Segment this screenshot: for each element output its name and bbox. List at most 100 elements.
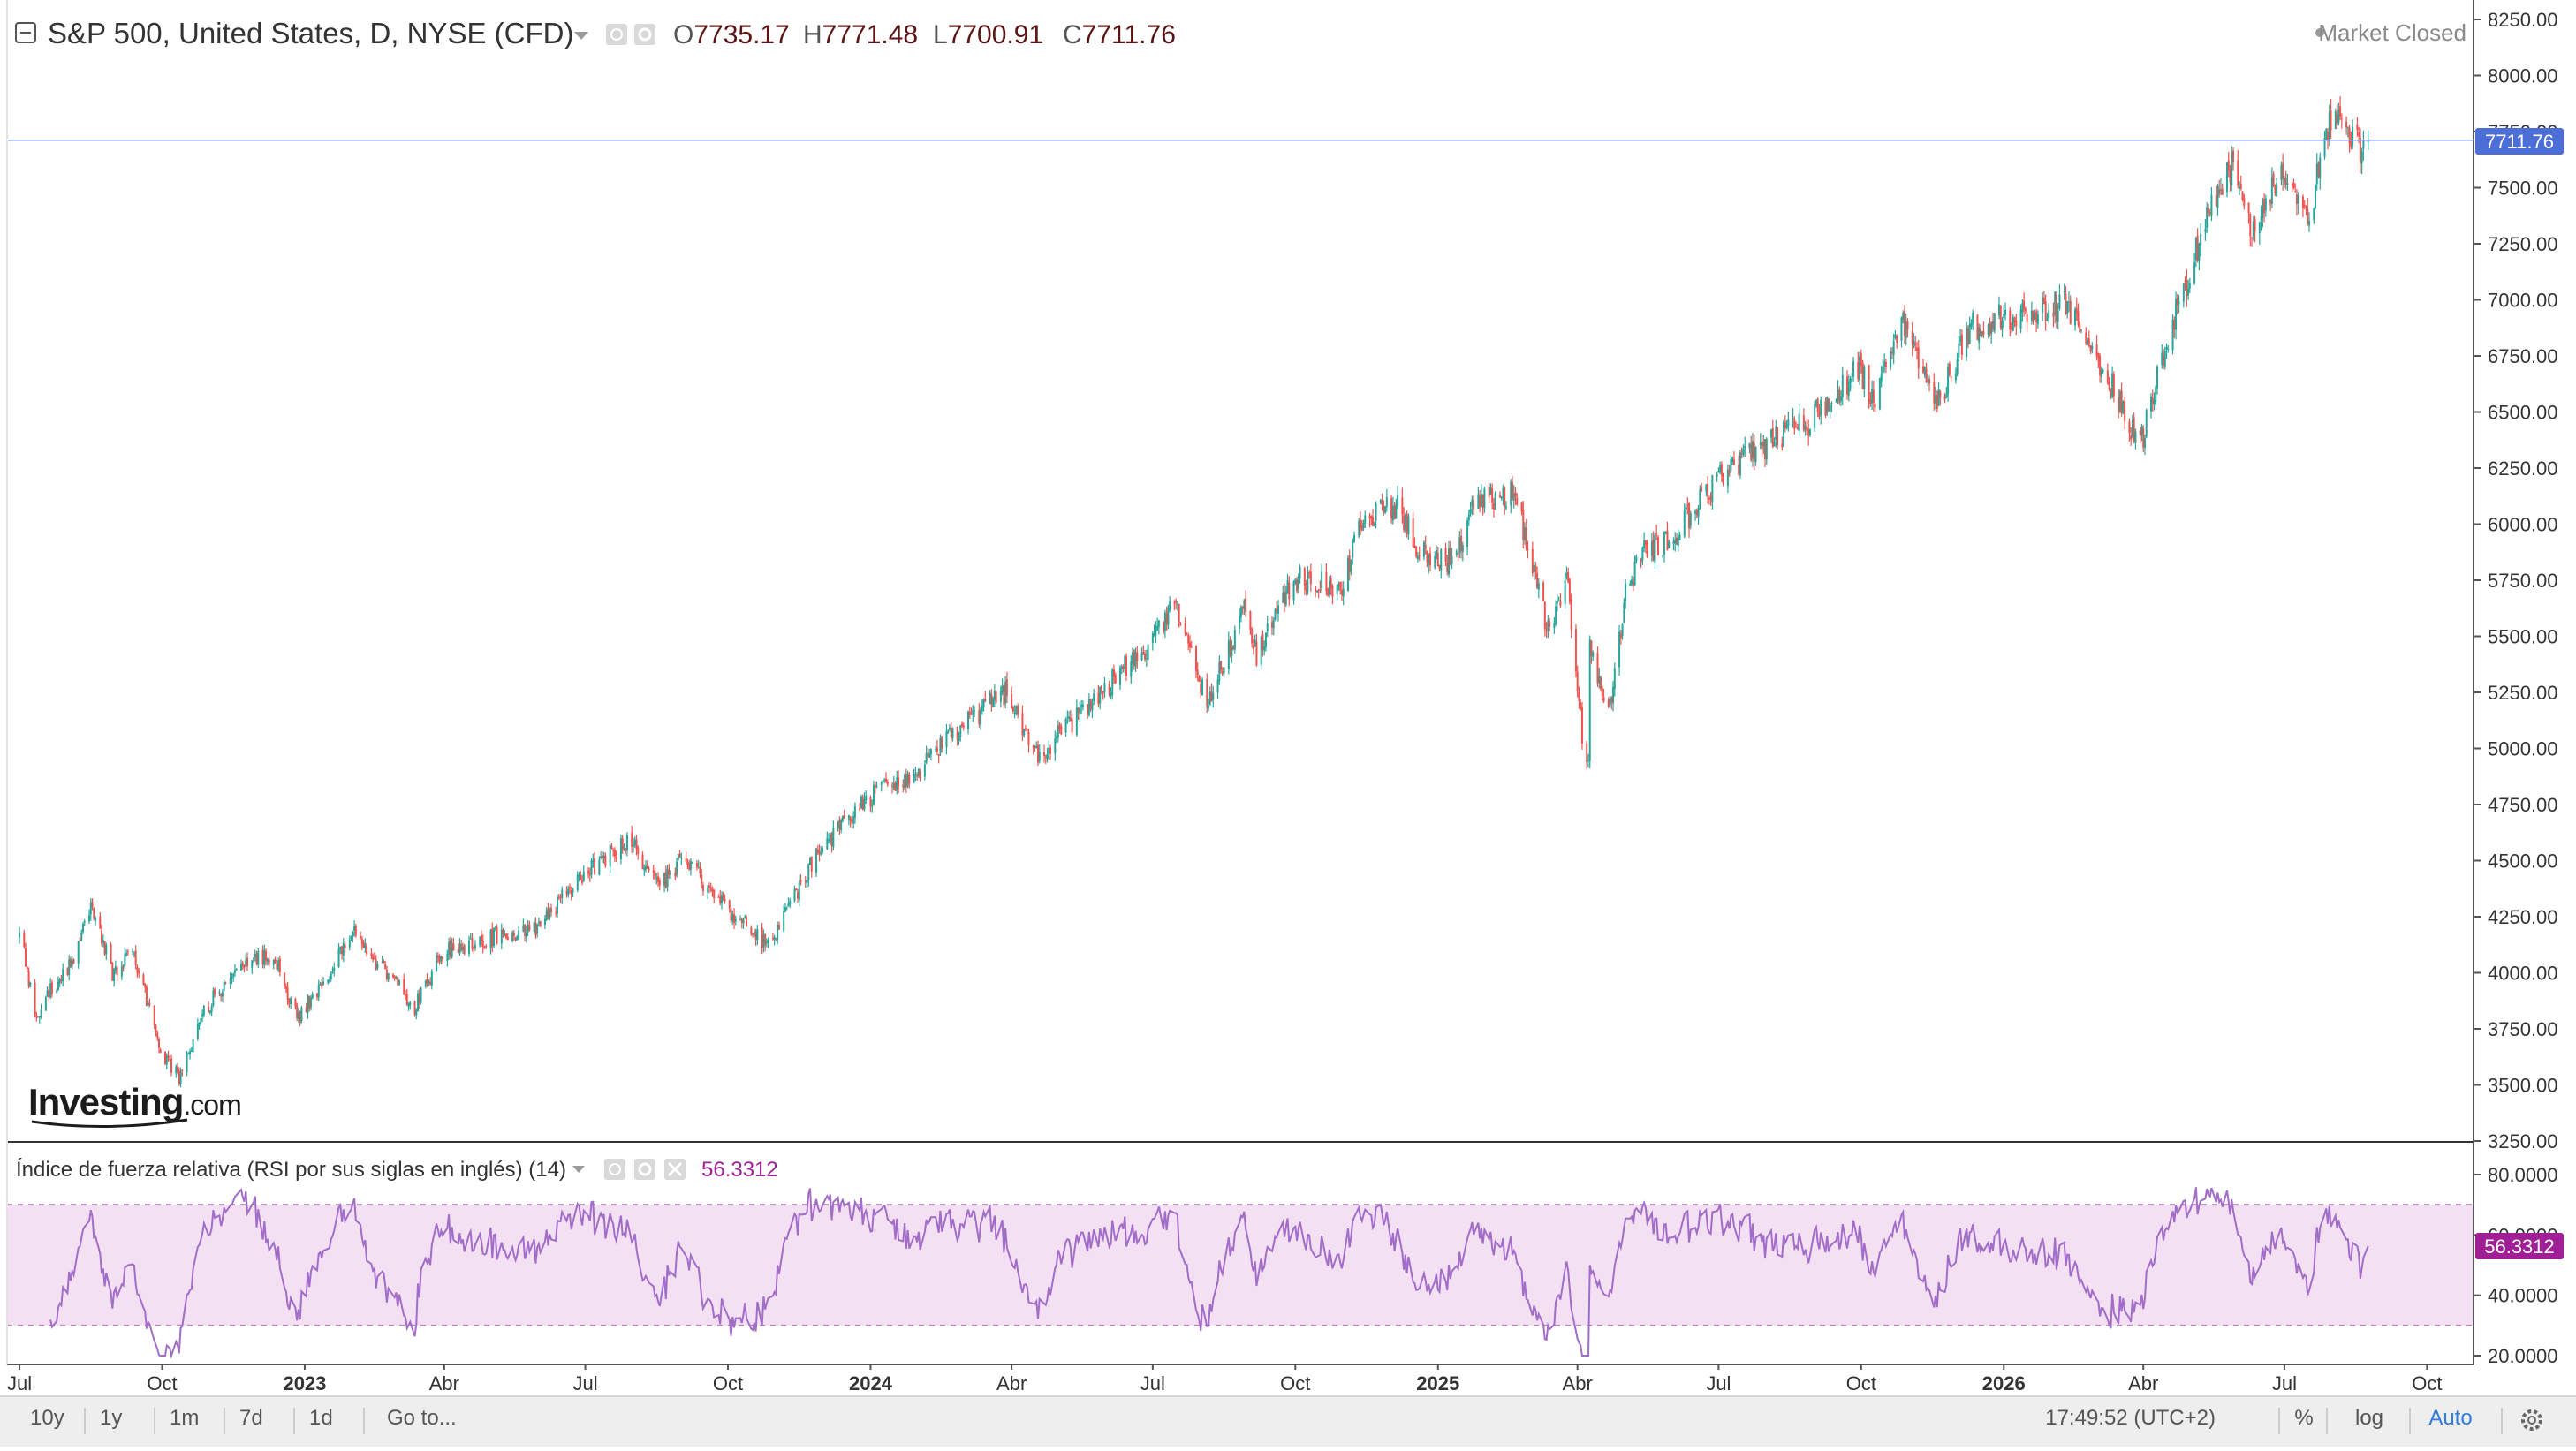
- candle-body: [1806, 427, 1808, 431]
- symbol-menu-chevron-icon[interactable]: [574, 32, 588, 40]
- candle: [460, 939, 463, 952]
- candle-body: [2178, 301, 2180, 304]
- candle-body: [2295, 194, 2298, 204]
- candle-body: [1522, 509, 1525, 540]
- candle: [2319, 152, 2322, 190]
- candle-body: [2305, 206, 2307, 208]
- rsi-close-icon[interactable]: [664, 1159, 686, 1180]
- rsi-settings-icon[interactable]: [634, 1159, 655, 1180]
- rsi-menu-chevron-icon[interactable]: [572, 1166, 585, 1173]
- candle-body: [415, 1010, 418, 1016]
- price-axis-label: 4750.00: [2488, 794, 2558, 816]
- candle: [613, 847, 616, 862]
- candle-body: [2063, 291, 2065, 293]
- candle: [516, 935, 519, 941]
- candle: [807, 863, 810, 888]
- candle: [1722, 472, 1724, 487]
- candle-body: [1565, 572, 1568, 578]
- candle-body: [157, 1039, 160, 1048]
- candle: [2286, 173, 2289, 192]
- candle: [449, 936, 451, 960]
- price-tag-box: [2475, 128, 2564, 155]
- chart-settings-gear-icon[interactable]: [2521, 1409, 2542, 1431]
- candle-body: [1444, 548, 1447, 563]
- candle: [1578, 686, 1580, 709]
- candle: [1652, 531, 1655, 562]
- candle-body: [2254, 218, 2256, 232]
- settings-icon[interactable]: [634, 24, 655, 45]
- time-axis[interactable]: Jul Oct 2023 Abr Jul Oct 2024 Abr Jul Oct 2025 Abr J…: [7, 1364, 2442, 1394]
- candle: [1005, 671, 1008, 704]
- auto-scale-button[interactable]: Auto: [2428, 1406, 2472, 1430]
- candle-body: [1874, 404, 1876, 408]
- rsi-title[interactable]: Índice de fuerza relativa (RSI por sus s…: [16, 1158, 566, 1182]
- candle-body: [2099, 355, 2102, 375]
- candle-body: [2210, 194, 2213, 216]
- candle: [2085, 327, 2087, 346]
- range-button-10y[interactable]: 10y: [30, 1406, 64, 1430]
- candle: [1140, 647, 1143, 661]
- candle: [2161, 344, 2163, 369]
- candle: [116, 965, 118, 981]
- range-button-1m[interactable]: 1m: [170, 1406, 199, 1430]
- candle-body: [1785, 424, 1788, 428]
- candle: [555, 906, 557, 918]
- candle: [995, 690, 997, 705]
- candle: [1255, 633, 1258, 667]
- candle: [2021, 299, 2024, 322]
- candle-body: [1860, 353, 1862, 366]
- price-axis[interactable]: 8250.008000.007750.007500.007250.007000.…: [2474, 9, 2558, 1152]
- candle: [658, 877, 661, 891]
- candle-body: [1057, 726, 1059, 738]
- candle-body: [2359, 137, 2361, 162]
- log-scale-button[interactable]: log: [2355, 1406, 2383, 1430]
- candle: [1570, 593, 1572, 639]
- candle-body: [317, 984, 320, 998]
- collapse-legend-icon[interactable]: [15, 22, 36, 43]
- candle-body: [1697, 508, 1700, 517]
- candle-body: [711, 887, 714, 892]
- candle: [2073, 306, 2076, 331]
- candle-body: [405, 994, 407, 996]
- candle: [1601, 685, 1603, 701]
- candle: [362, 940, 365, 948]
- candle: [990, 689, 993, 712]
- candle: [787, 897, 790, 907]
- candle: [594, 851, 596, 876]
- candle-body: [208, 1006, 210, 1012]
- candle: [925, 745, 928, 765]
- time-axis-label: 2024: [849, 1372, 893, 1394]
- candle: [1187, 632, 1190, 651]
- symbol-title[interactable]: S&P 500, United States, D, NYSE (CFD): [48, 17, 573, 49]
- candle: [485, 943, 488, 949]
- candle-body: [218, 992, 221, 994]
- range-button-1d[interactable]: 1d: [309, 1406, 333, 1430]
- candle: [1446, 555, 1449, 576]
- candle-body: [1525, 527, 1527, 549]
- candle: [522, 918, 525, 933]
- candle-body: [1270, 622, 1273, 628]
- candle: [300, 1006, 303, 1024]
- candle-body: [2352, 126, 2354, 146]
- percent-scale-button[interactable]: %: [2294, 1406, 2313, 1430]
- eye-icon[interactable]: [606, 24, 627, 45]
- candle: [1928, 375, 1931, 392]
- go-to-button[interactable]: Go to...: [387, 1406, 457, 1430]
- candle-body: [847, 815, 850, 820]
- candle: [2011, 322, 2013, 333]
- range-button-1y[interactable]: 1y: [100, 1406, 122, 1430]
- candle-body: [916, 775, 919, 777]
- candle: [549, 907, 551, 921]
- candle: [945, 723, 948, 755]
- candle-body: [2122, 401, 2125, 414]
- candle: [218, 989, 221, 997]
- range-button-7d[interactable]: 7d: [239, 1406, 263, 1430]
- rsi-eye-icon[interactable]: [604, 1159, 625, 1180]
- candle: [2054, 291, 2057, 324]
- candle: [1588, 635, 1591, 769]
- candle-body: [1308, 572, 1311, 574]
- candle: [512, 929, 515, 941]
- candle: [882, 780, 884, 785]
